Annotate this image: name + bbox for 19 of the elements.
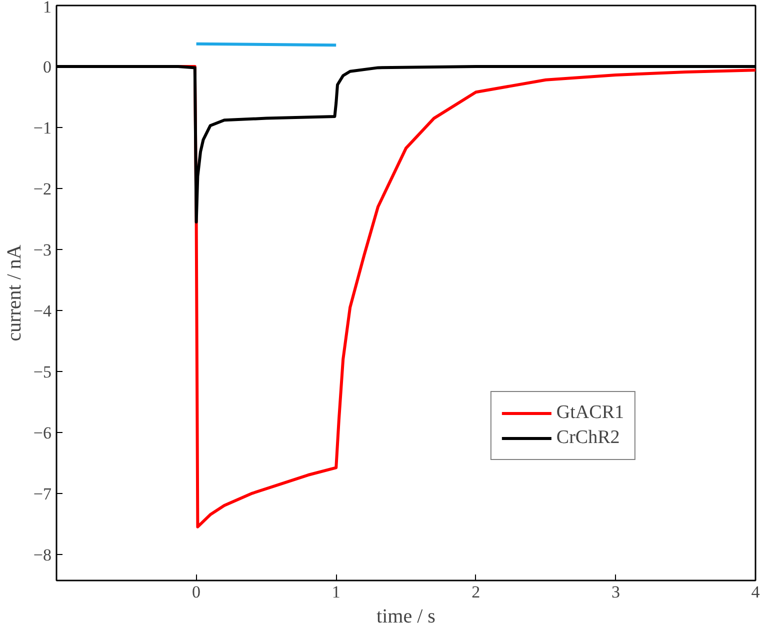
y-tick-label: −5 [33, 362, 52, 382]
y-tick-label: −4 [33, 301, 52, 320]
x-tick-label: 3 [611, 582, 620, 602]
y-tick-label: −7 [33, 484, 52, 504]
y-tick-label: −6 [33, 423, 52, 442]
y-tick-label: −3 [33, 240, 52, 260]
legend-label: GtACR1 [556, 402, 624, 424]
x-tick-label: 1 [332, 582, 340, 602]
x-tick-label: 0 [192, 582, 201, 602]
legend-label: CrChR2 [556, 427, 620, 449]
y-tick-label: −1 [33, 118, 52, 138]
x-axis-title: time / s [376, 606, 436, 628]
y-tick-label: 1 [43, 0, 52, 16]
x-tick-label: 2 [472, 582, 480, 602]
y-tick-label: −2 [33, 179, 52, 198]
y-tick-label: −8 [33, 545, 52, 564]
x-tick-label: 4 [751, 582, 760, 602]
y-tick-label: 0 [43, 57, 52, 76]
y-axis-title: current / nA [3, 244, 26, 342]
